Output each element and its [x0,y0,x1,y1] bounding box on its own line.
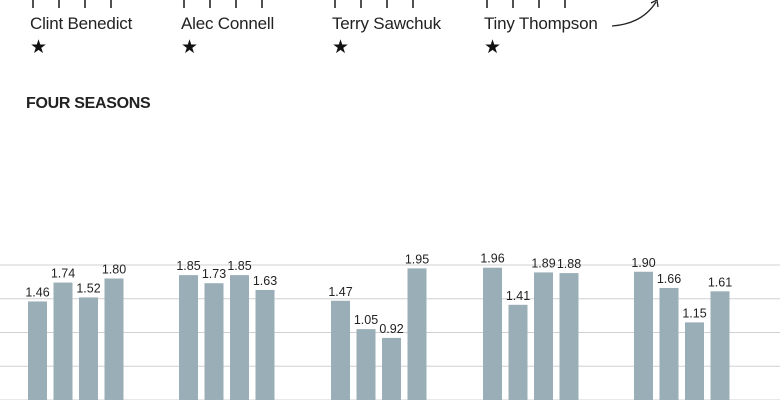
cropped-tick-mark [261,0,263,8]
data-label: 1.46 [25,285,49,299]
data-label: 1.61 [708,275,732,289]
bar [356,329,376,400]
bar [508,304,528,400]
section-title: FOUR SEASONS [26,95,151,112]
data-label: 1.85 [176,259,200,273]
star-icon: ★ [30,36,48,58]
goalie-name: Tiny Thompson [484,14,598,33]
goalie-alec-connell: Alec Connell ★ [181,0,341,70]
cropped-tick-mark [110,0,112,8]
data-label: 1.88 [557,257,581,271]
cropped-tick-mark [58,0,60,8]
data-label: 0.92 [379,322,403,336]
goalie-clint-benedict: Clint Benedict ★ [30,0,190,70]
data-label: 1.90 [631,256,655,270]
data-label: 1.52 [76,281,100,295]
cropped-tick-mark [360,0,362,8]
bar [634,271,653,400]
cropped-tick-mark [386,0,388,8]
cropped-tick-mark [209,0,211,8]
data-label: 1.74 [51,267,75,281]
data-label: 1.85 [227,259,251,273]
data-label: 1.63 [253,274,277,288]
cropped-tick-mark [564,0,566,8]
bar [659,287,679,400]
data-label: 1.66 [657,272,681,286]
cropped-tick-mark [84,0,86,8]
data-label: 1.05 [354,313,378,327]
bar [331,300,350,400]
cropped-tick-mark [183,0,185,8]
bar [534,272,553,400]
bar [559,273,579,400]
data-label: 1.95 [405,252,429,266]
goalie-name: Clint Benedict [30,14,133,33]
goalie-names-row: Clint Benedict ★ Alec Connell ★ Terry Sa… [0,0,780,70]
data-label: 1.80 [102,263,126,277]
cropped-tick-mark [235,0,237,8]
bar [685,322,704,400]
cropped-tick-mark [538,0,540,8]
bar [710,291,730,400]
bar-chart: 1.461.741.521.80 1.851.731.851.631.471.05… [0,252,780,400]
data-label: 1.15 [682,306,706,320]
bar [230,275,249,400]
goalie-name: Alec Connell [181,14,275,33]
bar [79,297,98,400]
star-icon: ★ [332,36,350,58]
bar [407,268,427,400]
cropped-tick-mark [512,0,514,8]
goalie-terry-sawchuk: Terry Sawchuk ★ [332,0,492,70]
cropped-tick-mark [32,0,34,8]
data-label: 1.41 [506,289,530,303]
goalie-name: Terry Sawchuk [332,14,441,33]
cropped-tick-mark [486,0,488,8]
data-label: 1.47 [328,285,352,299]
goalie-tiny-thompson: Tiny Thompson ★ [484,0,644,70]
data-label: 1.73 [202,267,226,281]
bar [28,301,47,400]
data-label: 1.89 [531,256,555,270]
data-label: 1.96 [480,252,504,266]
bar [53,282,73,400]
cropped-tick-mark [334,0,336,8]
bar [255,289,275,400]
bar [204,283,224,400]
star-icon: ★ [484,36,502,58]
bar [104,278,124,400]
bar [179,275,198,400]
bar [382,337,401,400]
cropped-tick-mark [412,0,414,8]
curved-arrow-icon [611,0,659,27]
star-icon: ★ [181,36,199,58]
bar [483,267,502,400]
